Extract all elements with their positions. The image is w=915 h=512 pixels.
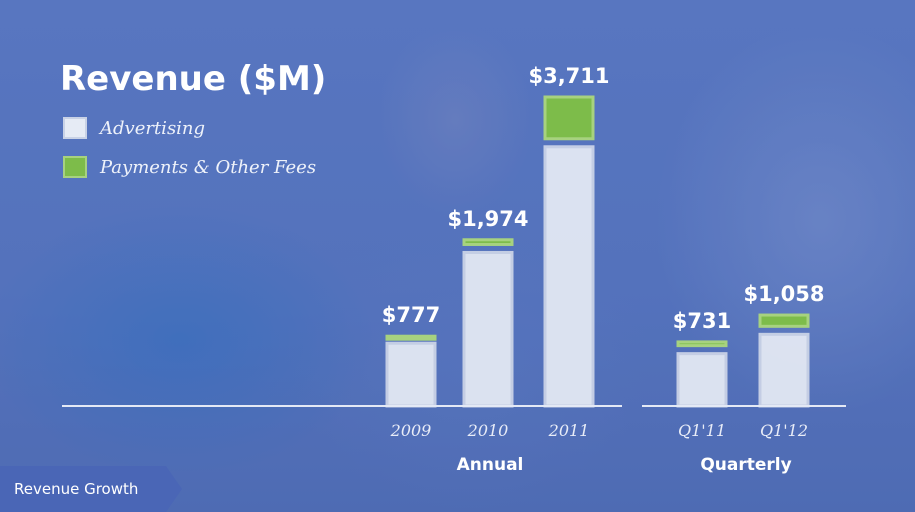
value-label-Q111: $731 (673, 309, 731, 333)
caption-badge-shape (0, 466, 182, 512)
legend-swatch-payments (63, 156, 87, 178)
bar-payments-2010 (462, 238, 514, 246)
chart-bars (385, 95, 810, 408)
caption-badge: Revenue Growth (0, 466, 182, 512)
tick-label-2009: 2009 (390, 421, 432, 440)
value-label-2009: $777 (382, 303, 440, 327)
value-label-2010: $1,974 (447, 207, 528, 231)
tick-label-Q112: Q1'12 (760, 421, 808, 440)
group-label-quarterly: Quarterly (700, 455, 791, 475)
bar-advertising-Q112 (758, 332, 810, 408)
legend-swatch-advertising (63, 117, 87, 139)
value-label-2011: $3,711 (528, 64, 609, 88)
bar-payments-2009 (385, 334, 437, 341)
bar-advertising-Q111 (676, 352, 728, 408)
tick-label-2010: 2010 (467, 421, 509, 440)
tick-label-2011: 2011 (548, 421, 590, 440)
bar-payments-2011 (543, 95, 595, 141)
bar-advertising-2009 (385, 341, 437, 408)
bar-advertising-2010 (462, 250, 514, 408)
caption-label: Revenue Growth (14, 480, 139, 498)
group-label-annual: Annual (457, 455, 524, 475)
value-label-Q112: $1,058 (743, 282, 824, 306)
bar-advertising-2011 (543, 145, 595, 408)
chart-title: Revenue ($M) (60, 59, 326, 99)
chart-labels: $777 2009 $1,974 2010 $3,711 2011 Annual $731 Q1… (382, 64, 825, 475)
legend-label-advertising: Advertising (98, 118, 205, 139)
tick-label-Q111: Q1'11 (678, 421, 726, 440)
bar-payments-Q111 (676, 340, 728, 348)
legend-label-payments: Payments & Other Fees (99, 157, 316, 178)
chart-legend: Advertising Payments & Other Fees (63, 117, 316, 178)
bar-payments-Q112 (758, 313, 810, 328)
